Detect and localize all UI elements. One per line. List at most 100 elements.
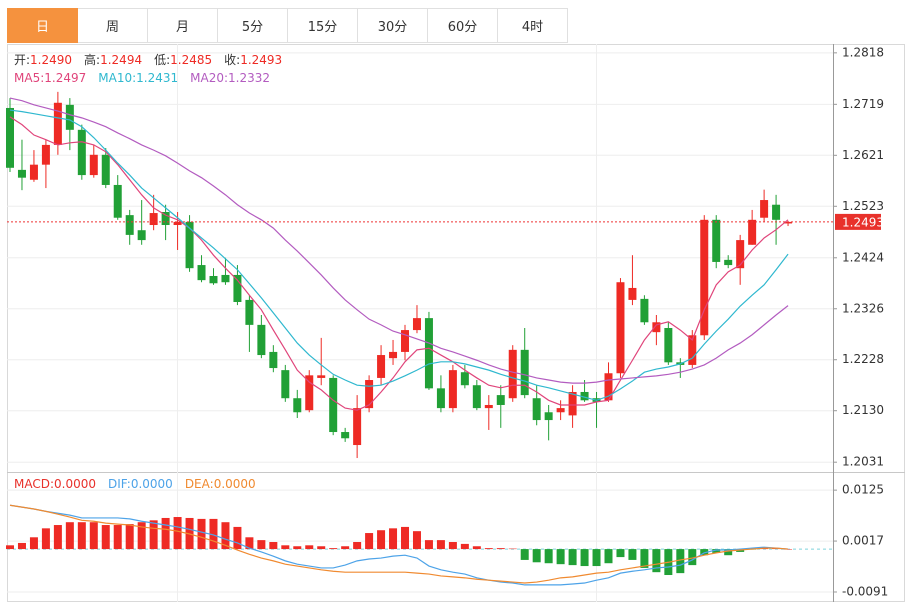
candle-body <box>77 129 86 176</box>
candle-body <box>137 230 146 241</box>
macd-bar <box>676 549 685 574</box>
legend-value: 1.2494 <box>100 53 142 67</box>
candle-body <box>472 385 481 409</box>
legend-value: 1.2493 <box>240 53 282 67</box>
period-tab[interactable]: 4时 <box>498 8 568 43</box>
macd-bar <box>257 540 266 550</box>
macd-bar <box>65 522 74 550</box>
y-tick-label: 1.2326 <box>842 301 884 315</box>
candle-body <box>772 204 781 220</box>
legend-value: 1.2332 <box>228 71 270 85</box>
candle-body <box>89 154 98 176</box>
candle-body <box>628 287 637 300</box>
candle-body <box>748 219 757 245</box>
legend: MACD:0.0000 DIF:0.0000 DEA:0.0000 <box>14 477 256 491</box>
candle-body <box>556 408 565 413</box>
candle-body <box>185 221 194 269</box>
candle-body <box>281 370 290 399</box>
macd-bar <box>520 549 529 560</box>
candle-body <box>640 298 649 323</box>
candle-body <box>532 398 541 421</box>
macd-bar <box>221 522 230 550</box>
candle-body <box>580 391 589 401</box>
macd-bar <box>41 528 50 550</box>
legend-name: MACD: <box>14 477 54 491</box>
candle-body <box>41 144 50 165</box>
candle-body <box>448 370 457 409</box>
macd-bar <box>544 549 553 564</box>
macd-bar <box>640 549 649 568</box>
candle-body <box>197 265 206 281</box>
legend-name: 开: <box>14 53 30 67</box>
period-tab[interactable]: 30分 <box>358 8 428 43</box>
candle-body <box>664 328 673 363</box>
ma-line <box>9 109 789 401</box>
legend-name: MA10: <box>98 71 136 85</box>
candle-body <box>113 184 122 218</box>
candle-body <box>173 221 182 226</box>
legend-value: 0.0000 <box>131 477 173 491</box>
macd-bar <box>365 533 374 550</box>
candle-body <box>401 330 410 352</box>
legend-value: 1.2485 <box>170 53 212 67</box>
macd-bar <box>281 545 290 550</box>
macd-bar <box>652 549 661 573</box>
candle-body <box>544 412 553 421</box>
candle-body <box>724 259 733 266</box>
macd-bar <box>401 526 410 550</box>
legend-value: 1.2490 <box>30 53 72 67</box>
legend-name: 低: <box>154 53 170 67</box>
candle-body <box>568 391 577 416</box>
candle-body <box>29 164 38 180</box>
legend-value: 1.2497 <box>44 71 86 85</box>
candle-body <box>508 349 517 399</box>
macd-bar <box>6 545 14 550</box>
candle-body <box>616 282 625 374</box>
macd-bar <box>532 549 541 563</box>
candle-body <box>424 318 433 389</box>
period-tab[interactable]: 周 <box>78 8 148 43</box>
candle-body <box>496 395 505 405</box>
period-tab[interactable]: 日 <box>7 8 78 43</box>
macd-bar <box>616 549 625 558</box>
legend: 开:1.2490 高:1.2494 低:1.2485 收:1.2493 <box>14 52 282 67</box>
candle-body <box>604 373 613 401</box>
candle-body <box>460 372 469 386</box>
legend-name: 收: <box>224 53 240 67</box>
candle-body <box>209 275 218 284</box>
candle-body <box>520 349 529 396</box>
y-tick-label: 1.2130 <box>842 403 884 417</box>
period-tab[interactable]: 15分 <box>288 8 358 43</box>
period-tab[interactable]: 5分 <box>218 8 288 43</box>
candle-body <box>65 104 74 130</box>
candle-body <box>17 169 26 178</box>
y-tick-label: 1.2424 <box>842 250 884 264</box>
candle-body <box>436 388 445 409</box>
y-tick-label: 0.0125 <box>842 483 884 497</box>
candle-body <box>353 408 362 446</box>
candle-body <box>125 215 134 235</box>
ma-line <box>9 97 789 384</box>
macd-bar <box>113 525 122 550</box>
candle-body <box>317 375 326 378</box>
macd-bar <box>77 522 86 550</box>
macd-bar <box>628 549 637 560</box>
macd-bar <box>496 548 505 550</box>
macd-bar <box>436 540 445 550</box>
candle-body <box>700 219 709 336</box>
last-price-label: 1.2493 <box>842 215 884 229</box>
candle-body <box>712 219 721 262</box>
macd-bar <box>173 517 182 550</box>
macd-bar <box>712 549 721 553</box>
period-tab[interactable]: 60分 <box>428 8 498 43</box>
macd-bar <box>161 517 170 550</box>
macd-bar <box>484 548 493 550</box>
macd-bar <box>604 549 613 564</box>
candle-body <box>161 212 170 226</box>
macd-bar <box>448 542 457 550</box>
macd-line <box>9 504 789 586</box>
period-tab[interactable]: 月 <box>148 8 218 43</box>
macd-bar <box>269 542 278 550</box>
